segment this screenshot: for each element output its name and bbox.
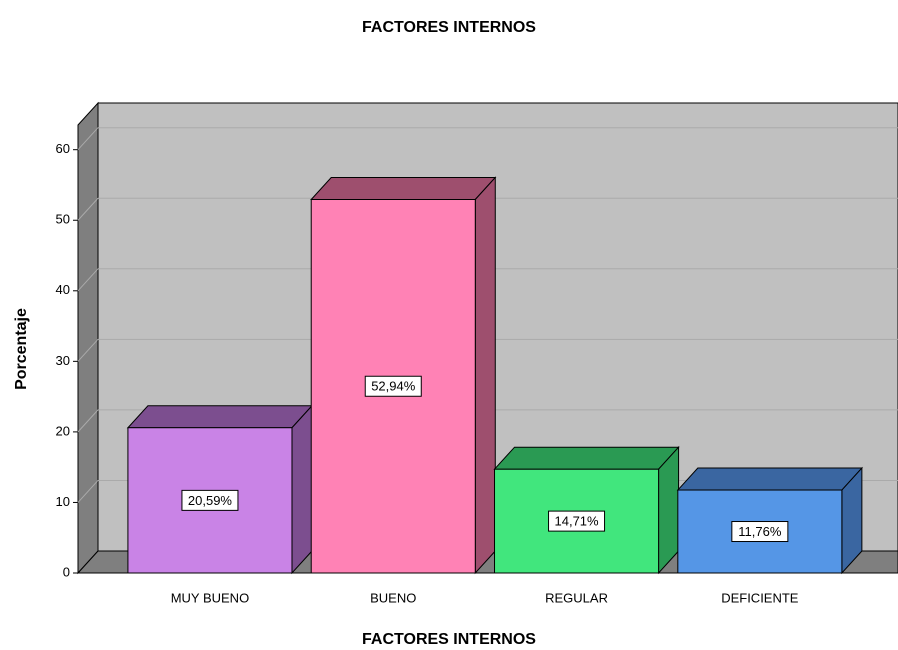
y-axis-title: Porcentaje [13,308,30,390]
value-label-box [731,521,789,543]
y-tick-label: 0 [63,564,70,579]
y-tick-label: 10 [56,494,70,509]
bar-side [474,176,496,575]
grid-line [77,268,99,292]
value-label: 20,59% [188,493,233,508]
bar-top [310,177,497,201]
bar-top [493,446,680,470]
x-tick-label: BUENO [370,590,416,605]
grid-line [77,409,99,433]
left-wall [77,101,99,575]
value-label: 11,76% [738,524,782,539]
x-tick-label: REGULAR [545,590,608,605]
value-label-box [364,375,422,397]
y-tick-label: 40 [56,282,70,297]
y-tick-label: 50 [56,212,70,227]
grid-line [77,339,99,362]
bar-side [291,404,313,575]
bar-side [658,445,680,575]
y-tick-label: 30 [56,353,70,368]
x-axis-title: FACTORES INTERNOS [362,631,536,648]
grid-line [77,480,99,503]
bar-top [676,467,864,491]
y-tick-label: 60 [56,141,70,156]
value-label-box [548,510,606,532]
value-label: 52,94% [371,379,416,394]
chart-title: FACTORES INTERNOS [362,19,536,36]
value-label-box [181,489,239,511]
x-tick-label: MUY BUENO [171,590,250,605]
value-label: 14,71% [555,514,600,529]
grid-line [77,127,99,151]
bar-top [126,405,314,429]
grid-line [77,197,99,221]
x-tick-label: DEFICIENTE [721,590,799,605]
y-tick-label: 20 [56,423,70,438]
